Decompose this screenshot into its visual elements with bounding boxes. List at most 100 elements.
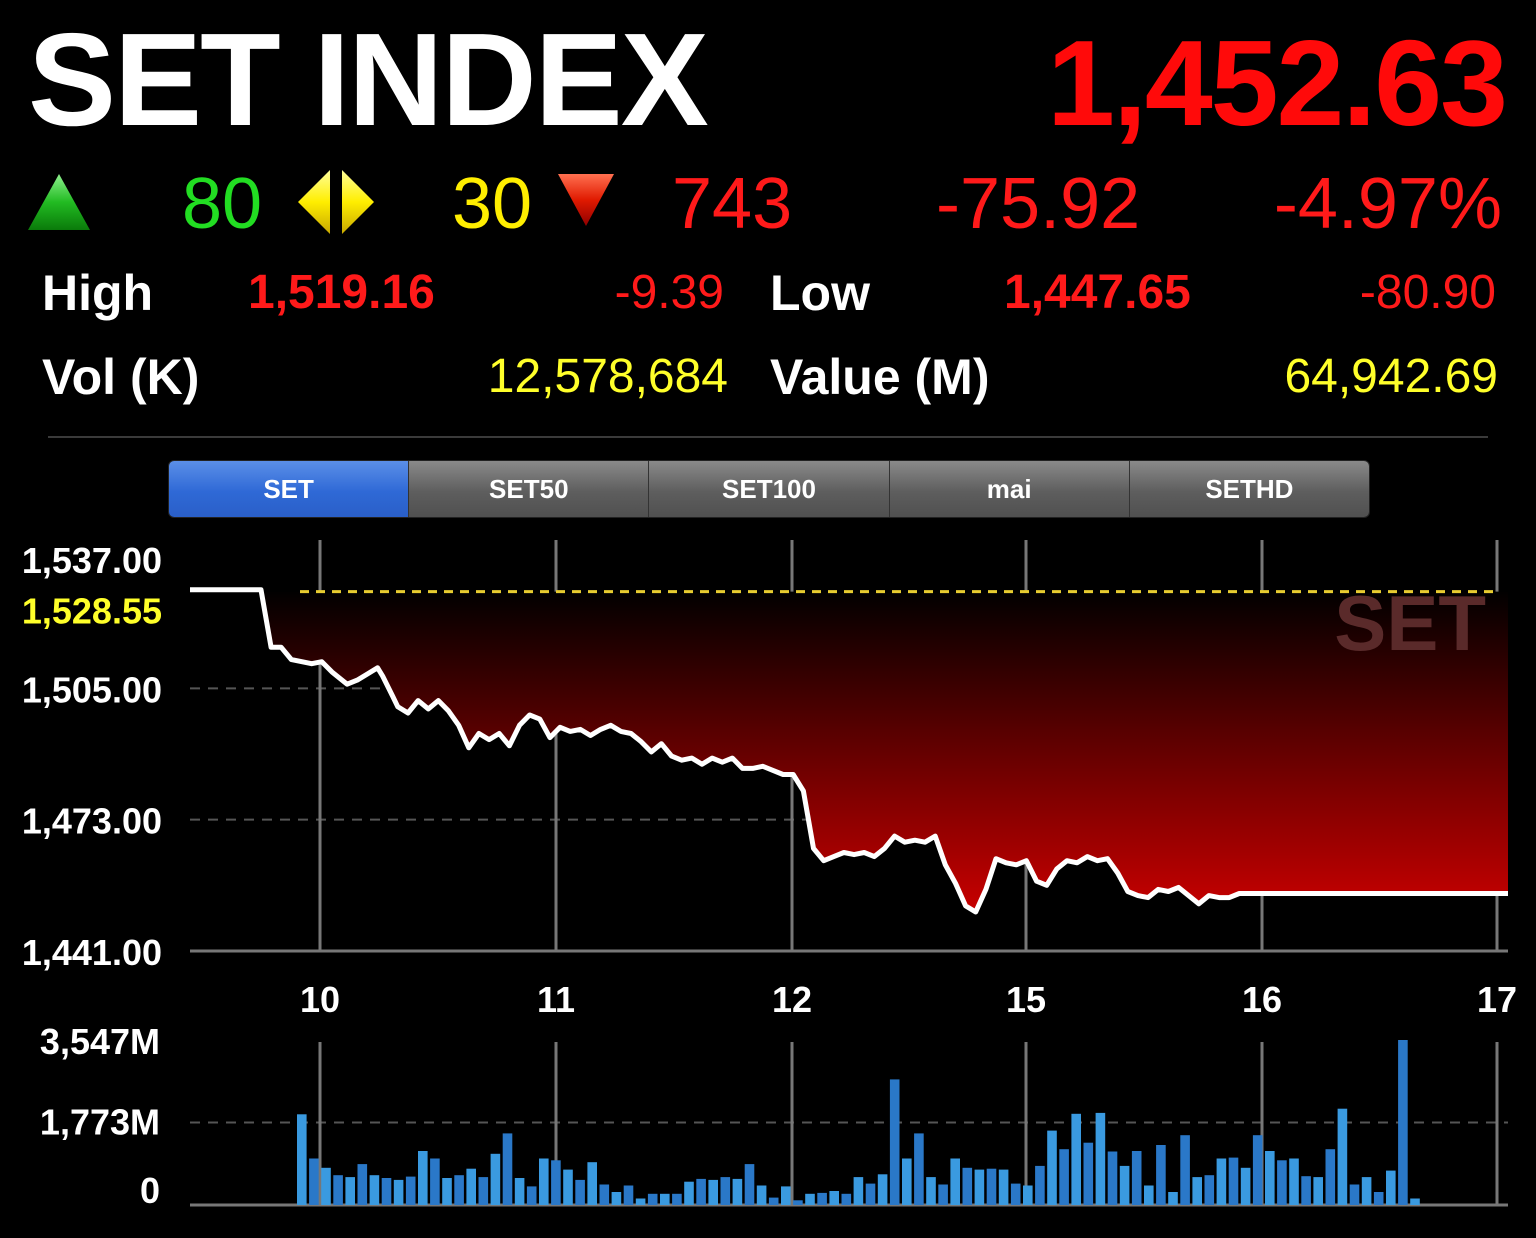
declines-count: 743: [672, 164, 793, 244]
page-title: SET INDEX: [28, 6, 709, 153]
volume-bar: [781, 1186, 791, 1205]
volume-label: Vol (K): [42, 349, 200, 405]
volume-bar: [635, 1198, 646, 1205]
volume-bar: [672, 1193, 682, 1205]
volume-bar: [647, 1193, 658, 1205]
volume-bar: [1083, 1142, 1094, 1205]
unchanged-arrows-icon: [298, 170, 374, 234]
volume-bar: [950, 1158, 960, 1205]
volume-bar: [817, 1192, 827, 1205]
tab-mai[interactable]: mai: [889, 461, 1130, 517]
date-tick-label: 11: [537, 979, 575, 1020]
volume-bar: [998, 1169, 1009, 1205]
price-tick-label: 1,537.00: [22, 540, 162, 581]
volume-bar: [1313, 1177, 1323, 1205]
volume-bar: [962, 1167, 973, 1205]
volume-bar: [889, 1079, 900, 1205]
volume-bar: [1373, 1192, 1384, 1205]
volume-bar: [865, 1183, 876, 1205]
change-percent: -4.97%: [1273, 164, 1502, 244]
tab-set[interactable]: SET: [169, 461, 410, 517]
volume-bar: [1216, 1158, 1227, 1205]
volume-bar: [1035, 1165, 1045, 1205]
volume-bar: [478, 1177, 489, 1205]
volume-bar: [1325, 1149, 1336, 1205]
chart-watermark: SET: [1334, 579, 1486, 667]
volume-bar: [1059, 1149, 1069, 1205]
low-change: -80.90: [1359, 266, 1496, 319]
volume-bar: [660, 1193, 670, 1205]
volume-bar: [1119, 1165, 1130, 1205]
volume-bar: [696, 1178, 706, 1205]
volume-bar: [1144, 1185, 1154, 1205]
volume-bar: [708, 1179, 718, 1205]
volume-bar: [526, 1186, 537, 1205]
volume-bar: [1010, 1183, 1021, 1205]
price-line: [190, 587, 1508, 915]
price-tick-label: 1,505.00: [22, 669, 162, 710]
price-tick-label: 1,473.00: [22, 801, 162, 842]
last-price: 1,452.63: [1047, 15, 1508, 151]
volume-bar: [345, 1177, 355, 1205]
volume-bar: [357, 1164, 368, 1205]
volume-bar: [1168, 1192, 1178, 1205]
volume-bar: [1180, 1135, 1190, 1205]
volume-bar: [1301, 1176, 1311, 1205]
high-change: -9.39: [614, 266, 724, 319]
volume-bar: [1131, 1151, 1142, 1205]
volume-bar: [914, 1133, 924, 1205]
volume-tick-label: 3,547M: [40, 1021, 160, 1062]
volume-bar: [551, 1160, 561, 1205]
volume-bar: [768, 1197, 779, 1205]
volume-bar: [1410, 1198, 1420, 1205]
volume-bar: [1228, 1157, 1239, 1205]
volume-bar: [720, 1177, 731, 1205]
volume-bar: [1337, 1108, 1348, 1205]
volume-tick-label: 1,773M: [40, 1102, 160, 1143]
volume-bar: [575, 1179, 585, 1205]
tab-set100[interactable]: SET100: [649, 461, 890, 517]
volume-bar: [938, 1184, 948, 1205]
value-label: Value (M): [770, 349, 990, 405]
volume-bar: [1047, 1130, 1057, 1205]
value-value: 64,942.69: [1284, 350, 1498, 403]
low-value: 1,447.65: [1004, 266, 1191, 319]
volume-bar: [611, 1192, 622, 1205]
date-tick-label: 15: [1006, 979, 1046, 1020]
volume-bar: [756, 1185, 767, 1205]
volume-bar: [1252, 1135, 1263, 1205]
volume-bar: [539, 1158, 549, 1205]
volume-bar: [1349, 1184, 1360, 1205]
volume-bar: [1386, 1170, 1396, 1205]
volume-bar: [1071, 1113, 1081, 1205]
volume-bar: [405, 1176, 416, 1205]
tab-set50[interactable]: SET50: [409, 461, 650, 517]
volume-bar: [793, 1200, 803, 1205]
volume-bar: [1240, 1167, 1251, 1205]
volume-bar: [853, 1177, 864, 1205]
volume-bar: [744, 1164, 755, 1205]
volume-bar: [829, 1191, 839, 1205]
low-label: Low: [770, 265, 870, 321]
change-value: -75.92: [936, 164, 1141, 244]
date-tick-label: 17: [1477, 979, 1517, 1020]
divider: [48, 436, 1488, 438]
volume-bar: [1204, 1175, 1215, 1205]
tab-sethd[interactable]: SETHD: [1129, 461, 1369, 517]
volume-bar: [599, 1184, 610, 1205]
volume-bar: [369, 1175, 380, 1205]
volume-bar: [623, 1185, 634, 1205]
volume-bar: [841, 1193, 852, 1205]
price-tick-label: 1,441.00: [22, 932, 162, 973]
volume-bar: [1023, 1185, 1033, 1205]
volume-bar: [442, 1178, 452, 1205]
volume-bar: [454, 1175, 464, 1205]
date-tick-label: 16: [1242, 979, 1282, 1020]
volume-bar: [297, 1114, 307, 1205]
volume-bar: [1361, 1177, 1372, 1205]
volume-bar: [1192, 1177, 1202, 1205]
volume-bar: [1289, 1158, 1299, 1205]
volume-bar: [393, 1179, 404, 1205]
volume-bar: [1265, 1151, 1275, 1205]
triangle-up-icon: [28, 174, 90, 230]
